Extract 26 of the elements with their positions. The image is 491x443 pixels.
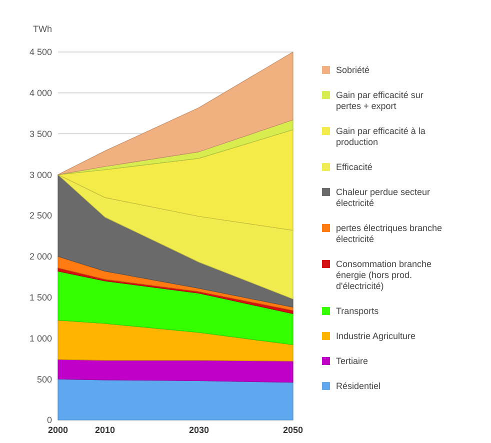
legend-label: Transports bbox=[336, 306, 380, 316]
legend-label: Sobriété bbox=[336, 65, 370, 76]
legend-label: Efficacité bbox=[336, 162, 372, 172]
y-tick-label: 1 000 bbox=[29, 333, 52, 344]
y-tick-label: 500 bbox=[36, 374, 52, 384]
x-tick-label: 2050 bbox=[282, 425, 304, 435]
legend-label: Gain par efficacité à la production bbox=[336, 126, 426, 148]
y-tick-label: 0 bbox=[46, 415, 52, 426]
y-axis-title: TWh bbox=[33, 24, 52, 34]
legend-label: Gain par efficacité sur pertes + export bbox=[336, 90, 424, 112]
y-tick-label: 1 500 bbox=[29, 292, 52, 302]
legend-label: Industrie Agriculture bbox=[336, 331, 416, 342]
x-tick-label: 2010 bbox=[94, 425, 116, 435]
y-tick-label: 3 500 bbox=[29, 128, 52, 139]
y-tick-label: 2 500 bbox=[29, 210, 52, 221]
legend-label: Résidentiel bbox=[336, 381, 381, 392]
legend-label: Chaleur perdue secteur électricité bbox=[336, 187, 430, 208]
y-tick-label: 3 000 bbox=[29, 170, 52, 180]
y-tick-label: 4 500 bbox=[29, 47, 52, 58]
x-tick-label: 2000 bbox=[48, 425, 68, 435]
legend-label: Consommation branche énergie (hors prod. d'électricité) bbox=[336, 259, 432, 292]
y-tick-label: 4 000 bbox=[29, 88, 52, 98]
y-tick-label: 2 000 bbox=[29, 252, 52, 262]
x-tick-label: 2030 bbox=[188, 425, 210, 435]
legend-label: Tertiaire bbox=[336, 356, 368, 366]
legend-label: pertes électriques branche électricité bbox=[336, 223, 442, 244]
